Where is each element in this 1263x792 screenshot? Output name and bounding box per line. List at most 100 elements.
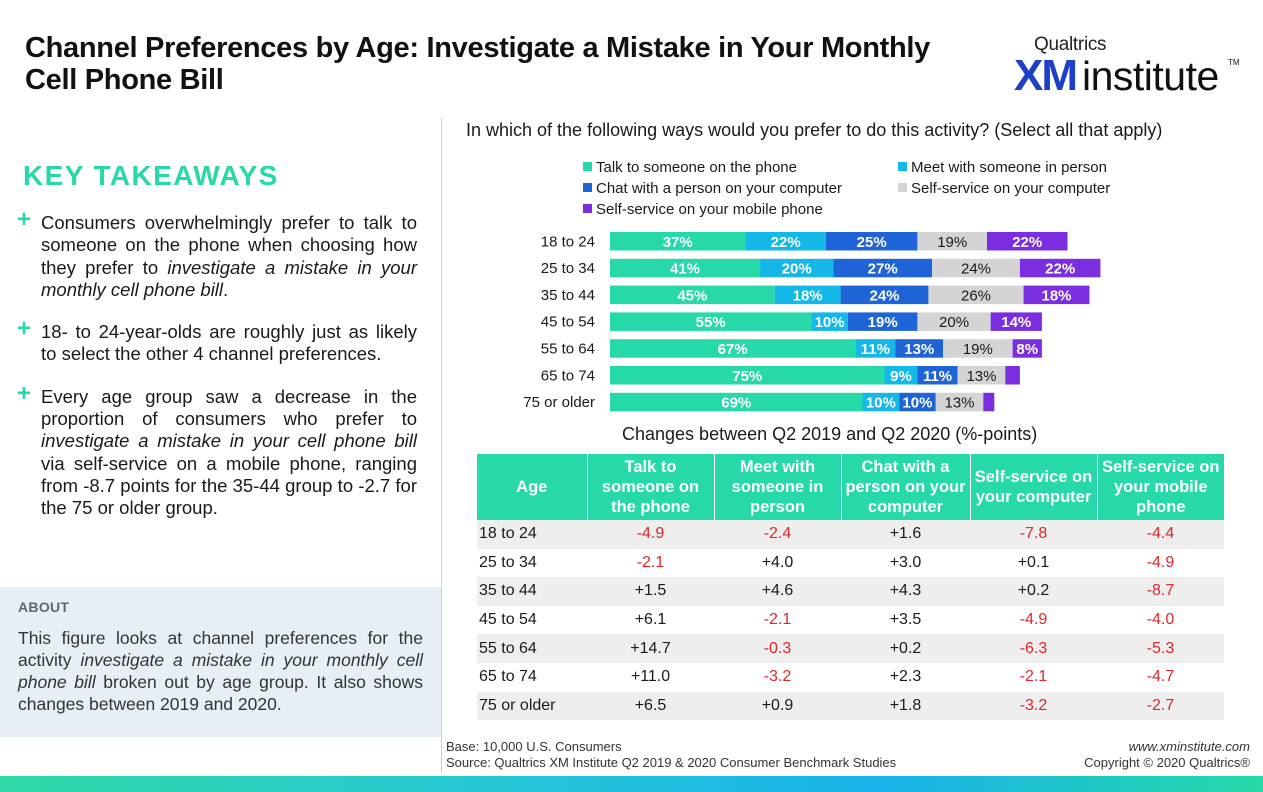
bar-data-label: 18% [793, 287, 823, 304]
vertical-divider [441, 118, 442, 773]
bar-segment [847, 312, 918, 331]
logo-tm-text: TM [1228, 58, 1240, 67]
table-cell: +2.3 [889, 668, 922, 686]
table-cell: +0.2 [841, 634, 970, 663]
bar-segment [855, 339, 896, 358]
about-text-start: This figure looks at channel preferences… [18, 628, 423, 670]
bar-segment [986, 232, 1068, 251]
table-cell: -6.3 [970, 634, 1097, 663]
category-label: 65 to 74 [541, 367, 595, 384]
table-cell: +3.5 [889, 611, 922, 629]
bar-data-label: 27% [868, 261, 898, 278]
table-cell: -5.3 [1097, 634, 1224, 663]
bar-segment [833, 258, 933, 278]
table-cell: +1.6 [841, 520, 970, 549]
table-row: 55 to 64 +14.7 -0.3 +0.2 -6.3 -5.3 [477, 634, 1224, 663]
bar-data-label: 10% [902, 395, 932, 412]
takeaway-3: + Every age group saw a decrease in the … [17, 379, 417, 520]
category-label: 55 to 64 [541, 340, 595, 357]
bar-segment [610, 392, 863, 412]
bar-segment [1012, 339, 1042, 358]
legend-item-meet-person: Meet with someone in person [898, 159, 1107, 176]
footer-base: Base: 10,000 U.S. Consumers [446, 739, 622, 754]
bar-data-label: 11% [861, 341, 890, 358]
category-label: 18 to 24 [541, 233, 595, 250]
changes-table-title: Changes between Q2 2019 and Q2 2020 (%-p… [622, 424, 1038, 444]
table-cell: -4.0 [1146, 611, 1175, 629]
about-emphasis: investigate a mistake in your monthly ce… [18, 650, 423, 692]
table-row: 75 or older +6.5 +0.9 +1.8 -3.2 -2.7 [477, 691, 1224, 721]
bar-segment [917, 232, 987, 251]
bar-data-label: 9% [890, 368, 912, 385]
category-label: 35 to 44 [541, 287, 595, 304]
bar-segment [1023, 285, 1090, 305]
table-cell-age: 55 to 64 [477, 634, 587, 663]
table-row: 35 to 44 +1.5 +4.6 +4.3 +0.2 -8.7 [477, 577, 1224, 606]
table-cell: -7.8 [970, 520, 1097, 549]
table-cell: +0.2 [970, 577, 1097, 606]
bar-data-label: 13% [904, 341, 934, 358]
table-row: 65 to 74 +11.0 -3.2 +2.3 -2.1 -4.7 [477, 663, 1224, 692]
bar-data-label: 45% [677, 287, 707, 304]
header-talk-phone: Talk to someone on the phone [586, 454, 714, 520]
table-cell: -3.2 [970, 691, 1097, 721]
bar-segment [610, 285, 775, 305]
bar-segment [840, 285, 929, 305]
bar-data-label: 8% [1016, 341, 1038, 358]
table-cell: -2.7 [1097, 691, 1224, 721]
legend-swatch [583, 204, 592, 213]
header-chat-computer: Chat with a person on your computer [840, 454, 970, 520]
bar-segment [1005, 366, 1020, 385]
bar-data-label: 37% [663, 234, 693, 251]
bar-data-label: 14% [1001, 314, 1031, 331]
category-label: 45 to 54 [541, 314, 595, 331]
bar-segment [760, 258, 834, 278]
bar-segment [990, 312, 1042, 331]
bar-segment [935, 392, 984, 412]
logo-institute-text: institute [1082, 53, 1219, 99]
footer-site-copyright: www.xminstitute.com Copyright © 2020 Qua… [1084, 739, 1250, 771]
plus-icon: + [17, 379, 32, 407]
page-title: Channel Preferences by Age: Investigate … [25, 32, 930, 96]
table-cell: -4.9 [1146, 553, 1175, 571]
takeaway-3-end: via self-service on a mobile phone, rang… [41, 452, 417, 519]
takeaway-1-end: . [223, 278, 229, 300]
takeaways-list: + Consumers overwhelmingly prefer to tal… [17, 207, 417, 540]
table-cell-age: 65 to 74 [479, 668, 537, 686]
bar-segment [610, 258, 761, 278]
bar-data-label: 75% [732, 368, 762, 385]
bar-data-label: 19% [963, 341, 993, 358]
footer-site-link[interactable]: www.xminstitute.com [1128, 739, 1250, 754]
takeaway-1-emphasis: investigate a mistake in your monthly ce… [41, 256, 417, 300]
bar-data-label: 22% [1045, 261, 1075, 278]
footer-source: Source: Qualtrics XM Institute Q2 2019 &… [446, 755, 897, 770]
table-cell-age: 45 to 54 [479, 611, 537, 629]
bar-segment [895, 339, 944, 358]
about-text: This figure looks at channel preferences… [18, 627, 423, 715]
table-cell: +4.3 [841, 577, 970, 606]
table-cell-age: 75 or older [477, 691, 587, 721]
bar-data-label: 22% [771, 234, 801, 251]
bar-segment [862, 392, 900, 412]
bar-data-label: 41% [670, 261, 700, 278]
bar-segment [884, 366, 918, 385]
bar-data-label: 69% [721, 395, 751, 412]
header-self-service-mobile: Self-service on your mobile phone [1096, 454, 1224, 520]
table-cell: -4.7 [1146, 668, 1175, 686]
bar-data-label: 11% [923, 368, 952, 385]
bottom-gradient-bar [0, 776, 1263, 792]
table-cell: +6.5 [587, 691, 714, 721]
legend-label: Talk to someone on the phone [596, 159, 797, 176]
qualtrics-xm-institute-logo: Qualtrics XM institute TM [1014, 34, 1244, 99]
legend-label: Chat with a person on your computer [596, 180, 842, 197]
stacked-bar-chart: 18 to 24 37% 22% 25% 19% 22% 25 to 34 41% 20% 27%… [523, 232, 1101, 412]
table-cell: -0.3 [714, 634, 841, 663]
table-row: 25 to 34 -2.1 +4.0 +3.0 +0.1 -4.9 [477, 549, 1224, 578]
table-cell-age: 18 to 24 [477, 520, 587, 549]
legend-item-self-service-computer: Self-service on your computer [898, 180, 1110, 197]
header-self-service-computer: Self-service on your computer [969, 454, 1097, 520]
bar-data-label: 10% [815, 314, 845, 331]
takeaway-1-text: Consumers overwhelmingly prefer to talk … [41, 212, 417, 278]
table-row: 45 to 54 +6.1 -2.1 +3.5 -4.9 -4.0 [477, 606, 1224, 635]
table-cell: +0.1 [1017, 553, 1050, 571]
